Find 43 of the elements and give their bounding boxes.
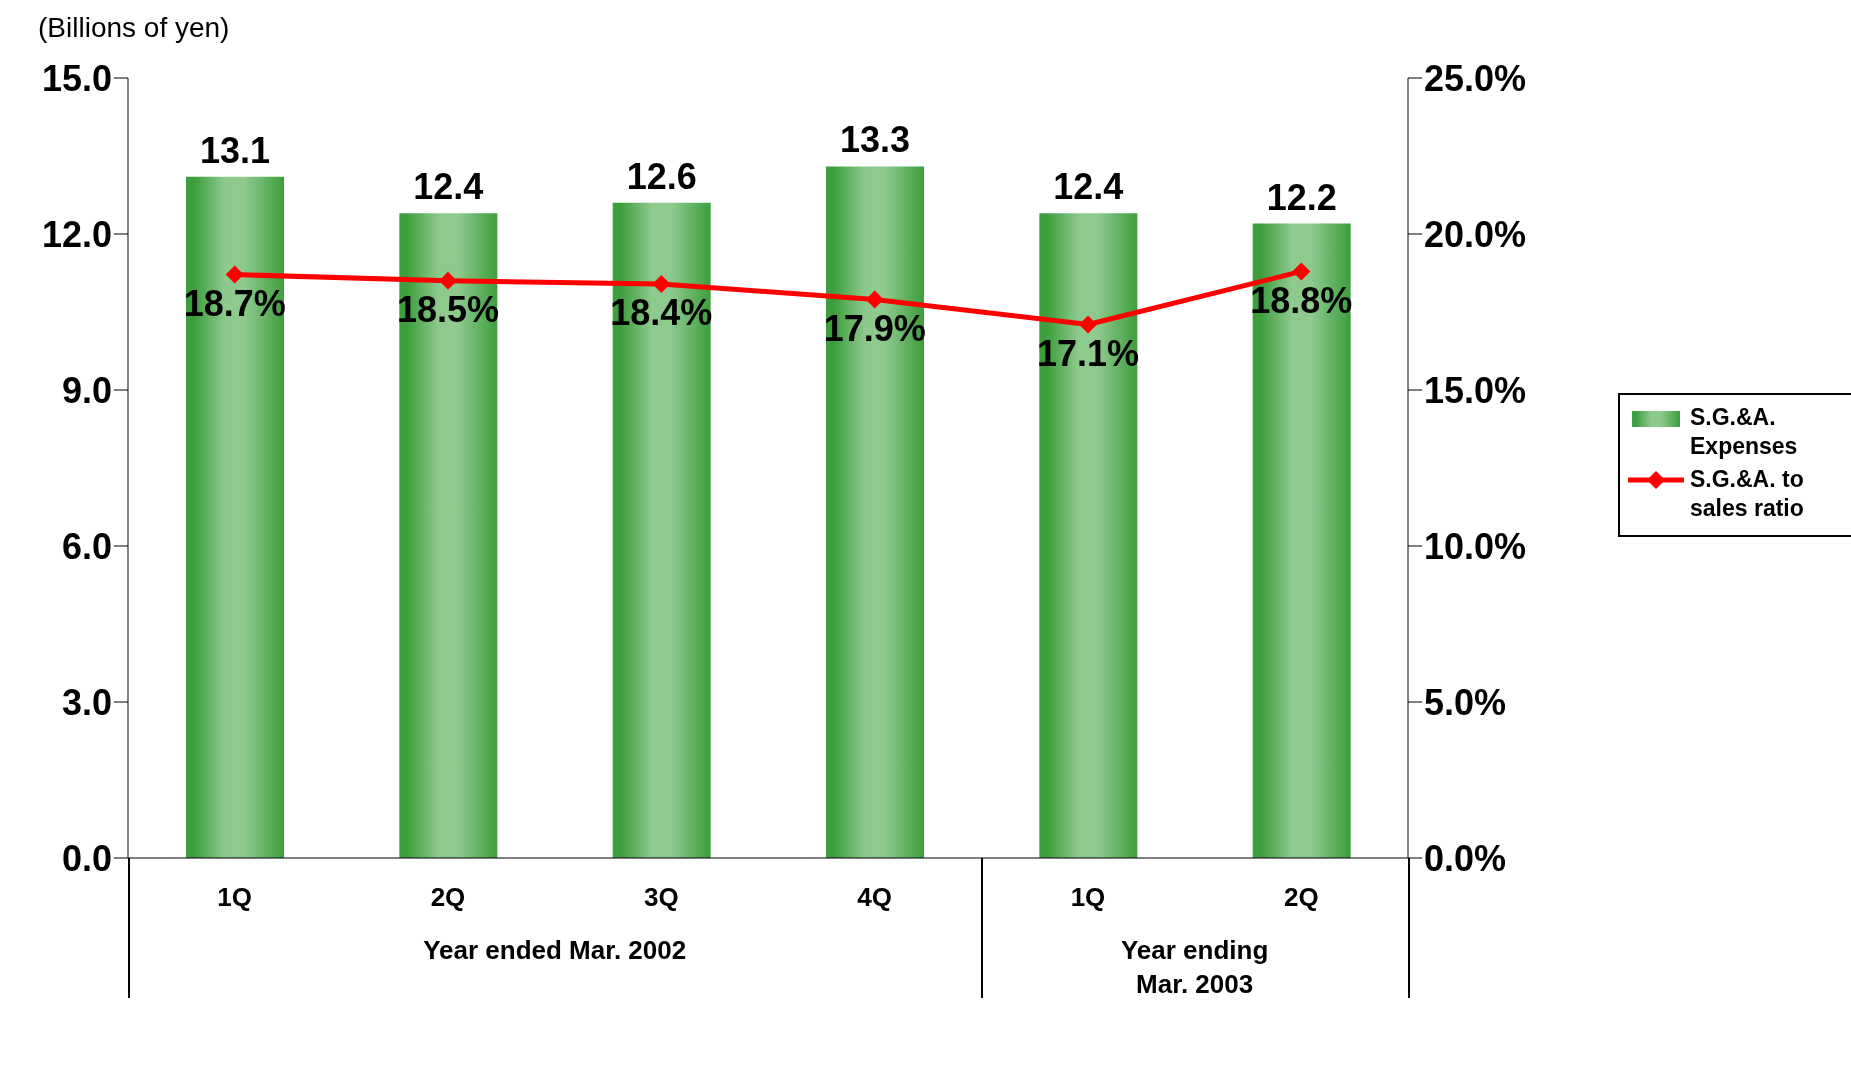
- data-label: 13.3: [839, 119, 911, 161]
- x-tick-label: 4Q: [857, 882, 893, 913]
- bar: [1252, 223, 1351, 858]
- point: [225, 265, 244, 284]
- data-label: 12.4: [1053, 166, 1124, 208]
- bar: [1039, 213, 1138, 858]
- x-tick-label: 3Q: [643, 882, 679, 913]
- point: [1292, 262, 1311, 281]
- y-tick-label: 3.0: [61, 681, 112, 723]
- y2-tick-label: 25.0%: [1424, 57, 1527, 99]
- bar: [826, 166, 924, 858]
- data-label: 12.6: [626, 155, 697, 197]
- y2-tick-label: 15.0%: [1424, 369, 1527, 411]
- text: Year ending Mar. 2003: [1119, 934, 1270, 1001]
- bar: [399, 213, 498, 858]
- point: [1079, 315, 1097, 334]
- y2-tick-label: 20.0%: [1424, 213, 1527, 255]
- y-axis-title: (Billions of yen): [38, 12, 230, 44]
- data-label: 12.2: [1266, 176, 1337, 218]
- y2-tick-label: 0.0%: [1424, 837, 1507, 879]
- y2-tick-label: 10.0%: [1424, 525, 1527, 567]
- x-tick-label: 1Q: [217, 882, 253, 913]
- x-tick-label: 1Q: [1070, 882, 1106, 913]
- y-tick-label: 15.0: [41, 57, 112, 99]
- data-label: 17.1%: [1036, 333, 1140, 375]
- point: [652, 274, 671, 293]
- data-label: 18.5%: [396, 289, 500, 331]
- y-tick-label: 0.0: [61, 837, 112, 879]
- point: [865, 290, 884, 309]
- bar: [186, 176, 284, 858]
- y2-tick-label: 5.0%: [1424, 681, 1507, 723]
- point: [439, 271, 457, 290]
- y-tick-label: 9.0: [61, 369, 112, 411]
- bar: [612, 202, 711, 858]
- legend-label: S.G.&A. Expenses: [1690, 403, 1799, 461]
- x-tick-label: 2Q: [1283, 882, 1319, 913]
- x-tick-label: 2Q: [430, 882, 466, 913]
- legend-label: S.G.&A. to sales ratio: [1690, 465, 1805, 523]
- y-tick-label: 6.0: [61, 525, 112, 567]
- data-label: 12.4: [413, 166, 484, 208]
- text: Year ended Mar. 2002: [422, 934, 688, 967]
- y-tick-label: 12.0: [41, 213, 112, 255]
- data-label: 13.1: [199, 129, 271, 171]
